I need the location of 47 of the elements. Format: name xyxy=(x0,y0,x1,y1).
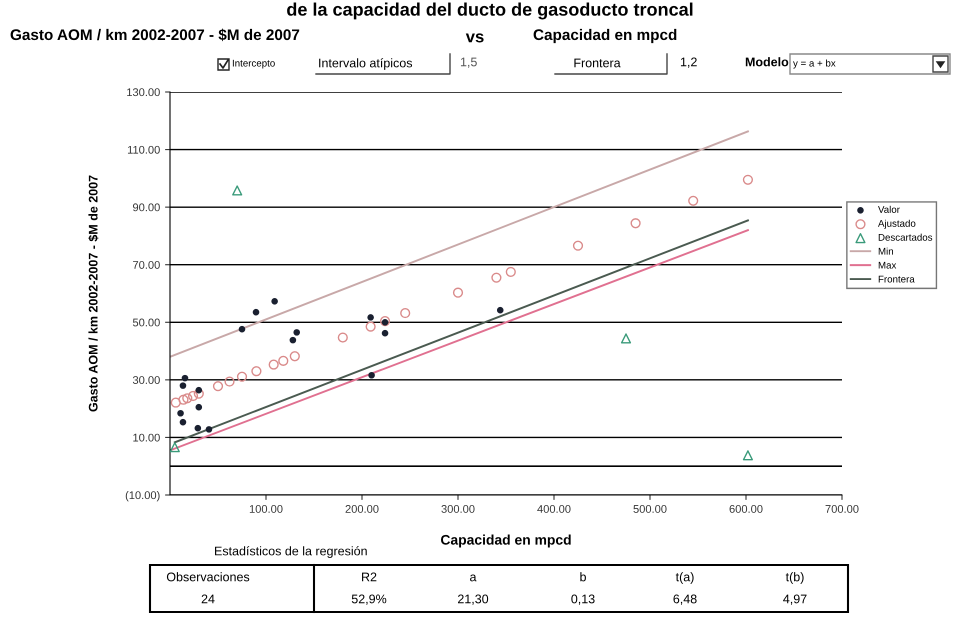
text: Observaciones xyxy=(166,572,250,582)
x-tick-label: 700.00 xyxy=(826,505,859,513)
y-axis-title: Gasto AOM / km 2002-2007 - $M de 2007 xyxy=(88,175,98,412)
legend-label: Min xyxy=(878,248,894,255)
legend-label: Valor xyxy=(878,206,900,213)
legend-label: Frontera xyxy=(878,276,915,283)
legend-label: Descartados xyxy=(878,234,932,241)
text: 4,97 xyxy=(783,594,807,605)
x-tick-label: 400.00 xyxy=(537,505,571,513)
text: 24 xyxy=(202,594,215,604)
text: t(a) xyxy=(676,572,694,584)
legend-label: Max xyxy=(878,262,896,269)
text: Capacidad en mpcd xyxy=(534,28,676,44)
x-tick-label: 500.00 xyxy=(633,505,667,513)
text: 1,2 xyxy=(680,58,697,68)
text: vs xyxy=(466,33,484,42)
text: y = a + bx xyxy=(793,59,836,69)
y-tick-label: 10.00 xyxy=(133,434,160,442)
x-tick-label: 100.00 xyxy=(250,505,283,513)
y-tick-label: 50.00 xyxy=(132,318,160,326)
y-tick-label: (10.00) xyxy=(126,490,160,502)
y-tick-label: 130.00 xyxy=(127,88,160,96)
text: 21,30 xyxy=(458,594,488,605)
text: 6,48 xyxy=(673,594,697,605)
text: Frontera xyxy=(574,58,621,68)
x-tick-label: 600.00 xyxy=(730,505,763,513)
text: 0,13 xyxy=(571,594,595,605)
text: Gasto AOM / km 2002-2007 - $M de 2007 xyxy=(10,28,300,42)
chart-title: de la capacidad del ducto de gasoducto troncal xyxy=(287,2,692,20)
text: b xyxy=(580,572,586,582)
text: 52,9% xyxy=(352,594,386,605)
text: Intervalo atípicos xyxy=(319,58,412,70)
x-tick-label: 300.00 xyxy=(441,505,475,513)
text: 1,5 xyxy=(460,58,477,68)
x-tick-label: 200.00 xyxy=(346,505,379,513)
text: a xyxy=(470,574,476,582)
text: Intercepto xyxy=(232,60,275,69)
text: t(b) xyxy=(786,572,804,584)
y-tick-label: 70.00 xyxy=(133,260,160,269)
y-tick-label: 30.00 xyxy=(132,376,160,384)
x-axis-title: Capacidad en mpcd xyxy=(440,534,571,548)
y-tick-label: 90.00 xyxy=(132,203,160,212)
text: Estadísticos de la regresión xyxy=(215,546,367,558)
text: Modelo xyxy=(746,57,788,66)
y-tick-label: 110.00 xyxy=(128,146,160,154)
legend-label: Ajustado xyxy=(878,220,916,229)
text: R2 xyxy=(362,572,376,582)
